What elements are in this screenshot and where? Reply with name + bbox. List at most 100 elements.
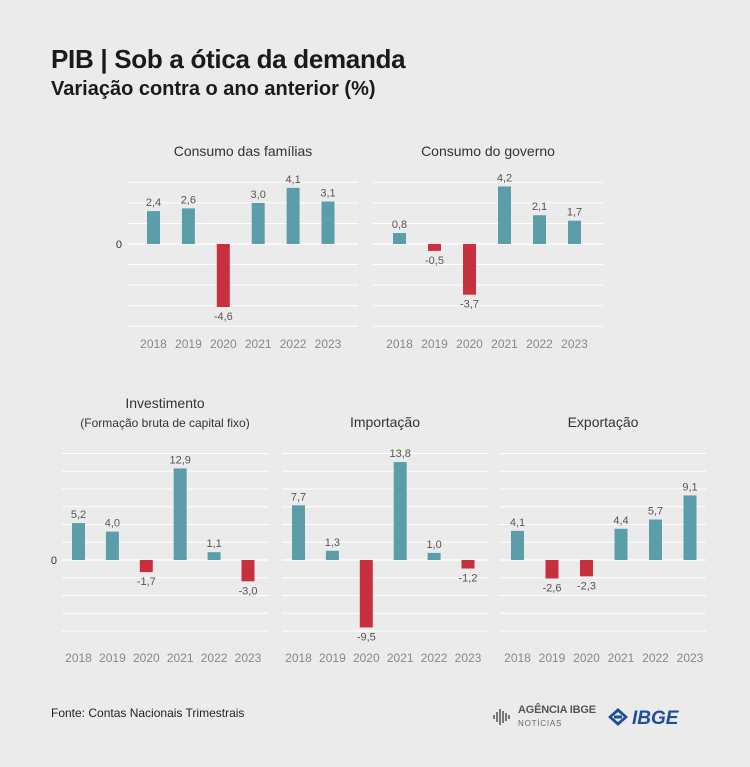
bar: [216, 244, 230, 308]
data-label: 13,8: [389, 448, 410, 460]
bar: [649, 519, 662, 560]
bar: [393, 462, 407, 560]
x-tick-label: 2021: [491, 337, 518, 351]
data-label: 2,1: [532, 201, 547, 213]
bar: [72, 523, 85, 560]
data-label: 4,0: [105, 518, 120, 530]
bar: [511, 530, 524, 560]
bar: [498, 186, 511, 244]
bar: [292, 505, 305, 560]
data-label: 9,1: [682, 481, 697, 493]
bar: [683, 495, 697, 560]
data-label: 2,4: [146, 197, 161, 209]
x-tick-label: 2022: [421, 651, 448, 665]
bar: [321, 201, 335, 244]
x-tick-label: 2020: [573, 651, 600, 665]
data-label: 5,7: [648, 506, 663, 518]
bar: [461, 560, 475, 569]
data-label: -1,2: [459, 573, 478, 585]
source-note: Fonte: Contas Nacionais Trimestrais: [51, 706, 245, 720]
ibge-logo-text: IBGE: [632, 708, 680, 729]
data-label: 4,2: [497, 172, 512, 184]
bar: [181, 208, 195, 244]
data-label: -3,7: [460, 299, 479, 311]
ibge-logo: IBGE: [608, 708, 680, 729]
bar: [241, 560, 255, 582]
agencia-icon: [493, 709, 510, 725]
data-label: -9,5: [357, 631, 376, 643]
data-label: -2,3: [577, 580, 596, 592]
bar: [614, 528, 628, 560]
x-tick-label: 2020: [353, 651, 380, 665]
agencia-title: AGÊNCIA IBGE: [518, 704, 596, 716]
x-tick-label: 2023: [455, 651, 482, 665]
bar: [286, 187, 300, 244]
bar: [463, 244, 476, 295]
x-tick-label: 2019: [319, 651, 346, 665]
x-tick-label: 2018: [65, 651, 92, 665]
chart-title: Consumo das famílias: [174, 143, 313, 159]
x-tick-label: 2018: [504, 651, 531, 665]
bar: [428, 244, 441, 251]
agencia-ibge-logo: AGÊNCIA IBGE NOTÍCIAS: [492, 704, 596, 732]
x-tick-label: 2018: [140, 337, 167, 351]
y-axis-zero-label: 0: [116, 239, 122, 251]
data-label: 2,6: [181, 194, 196, 206]
chart-title: Importação: [350, 414, 420, 430]
bar: [427, 552, 441, 560]
x-tick-label: 2018: [285, 651, 312, 665]
data-label: 3,0: [251, 189, 266, 201]
bar: [139, 560, 153, 573]
x-tick-label: 2021: [387, 651, 414, 665]
ibge-emblem-icon: [608, 708, 628, 726]
data-label: 5,2: [71, 509, 86, 521]
x-tick-label: 2023: [677, 651, 704, 665]
data-label: 1,1: [206, 538, 221, 550]
x-tick-label: 2022: [642, 651, 669, 665]
x-tick-label: 2019: [99, 651, 126, 665]
x-tick-label: 2021: [245, 337, 272, 351]
data-label: -0,5: [425, 255, 444, 267]
data-label: 7,7: [291, 491, 306, 503]
data-label: 4,1: [285, 174, 300, 186]
x-tick-label: 2019: [539, 651, 566, 665]
bar: [580, 560, 593, 577]
bar: [251, 202, 265, 244]
agencia-subtitle: NOTÍCIAS: [518, 719, 563, 728]
bar: [359, 560, 373, 628]
bar: [147, 211, 160, 244]
page-title: PIB | Sob a ótica da demanda: [51, 44, 406, 74]
x-tick-label: 2022: [201, 651, 228, 665]
data-label: -4,6: [214, 311, 233, 323]
bar: [325, 550, 339, 560]
x-tick-label: 2019: [421, 337, 448, 351]
x-tick-label: 2021: [608, 651, 635, 665]
bar: [545, 560, 559, 579]
x-tick-label: 2023: [315, 337, 342, 351]
chart-title: Investimento: [125, 395, 205, 411]
data-label: -3,0: [239, 585, 258, 597]
data-label: 4,1: [510, 517, 525, 529]
chart-title: Exportação: [568, 414, 639, 430]
chart-subtitle: (Formação bruta de capital fixo): [80, 416, 249, 430]
x-tick-label: 2021: [167, 651, 194, 665]
data-label: 1,7: [567, 207, 582, 219]
data-label: 1,3: [325, 537, 340, 549]
bar: [173, 468, 187, 560]
x-tick-label: 2023: [235, 651, 262, 665]
data-label: -1,7: [137, 576, 156, 588]
data-label: 1,0: [426, 539, 441, 551]
x-tick-label: 2023: [561, 337, 588, 351]
y-axis-zero-label: 0: [51, 555, 57, 567]
data-label: 0,8: [392, 219, 407, 231]
bar: [533, 215, 546, 244]
bar: [568, 220, 581, 244]
x-tick-label: 2022: [526, 337, 553, 351]
bar: [105, 531, 119, 560]
bar: [207, 552, 221, 560]
bar: [393, 233, 406, 244]
x-tick-label: 2020: [133, 651, 160, 665]
x-tick-label: 2022: [280, 337, 307, 351]
data-label: 4,4: [613, 515, 628, 527]
